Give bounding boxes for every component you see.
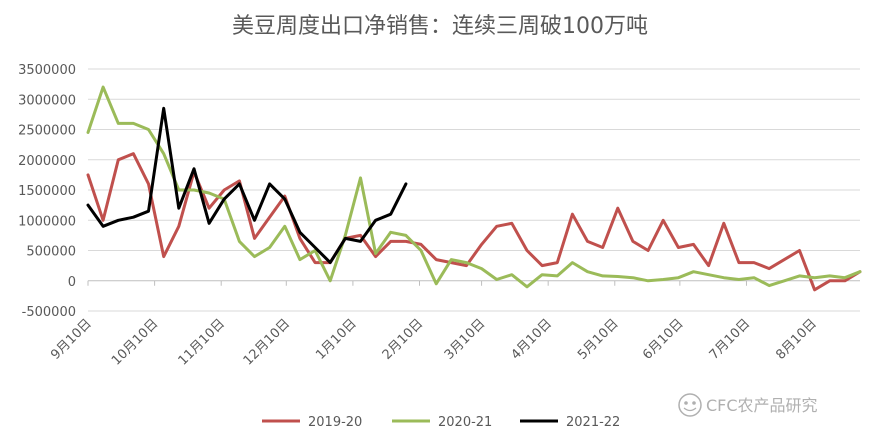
y-tick-label: 1500000 [18,184,76,199]
x-tick-label: 7月10日 [707,316,754,363]
y-tick-label: 3000000 [18,93,76,108]
legend: 2019-20 2020-21 2021-22 [262,415,620,430]
series-line-2019-20 [86,152,862,292]
x-tick-label: 10月10日 [109,316,161,368]
wechat-icon [678,393,702,417]
y-tick-label: -500000 [22,305,76,320]
x-tick-label: 4月10日 [508,316,555,363]
series-line-2021-22 [86,106,408,265]
x-tick-label: 1月10日 [313,316,360,363]
x-tick-label: 12月10日 [241,316,293,368]
x-axis: 9月10日 10月10日 11月10日 12月10日 1月10日 2月10日 3月10日 4月… [48,280,820,369]
watermark: CFC农产品研究 [678,393,818,417]
legend-label: 2021-22 [566,415,620,430]
y-tick-label: 2500000 [18,124,76,139]
gridlines [88,68,860,312]
y-tick-label: 3500000 [18,63,76,78]
series-line-2020-21 [86,85,862,289]
legend-label: 2019-20 [308,415,362,430]
x-tick-label: 9月10日 [48,316,95,363]
x-tick-label: 8月10日 [773,316,820,363]
watermark-text: CFC农产品研究 [706,396,818,415]
x-tick-label: 3月10日 [442,316,489,363]
x-tick-label: 11月10日 [176,316,228,368]
x-tick-label: 5月10日 [575,316,622,363]
x-tick-label: 6月10日 [640,316,687,363]
x-tick-label: 2月10日 [380,316,427,363]
chart-title: 美豆周度出口净销售：连续三周破100万吨 [232,14,648,39]
y-axis: -500000 0 500000 1000000 1500000 2000000 25000… [18,63,76,320]
y-tick-label: 1000000 [18,214,76,229]
y-tick-label: 500000 [26,245,76,260]
y-tick-label: 2000000 [18,154,76,169]
legend-label: 2020-21 [438,415,492,430]
y-tick-label: 0 [68,275,76,290]
series-lines [86,85,862,292]
